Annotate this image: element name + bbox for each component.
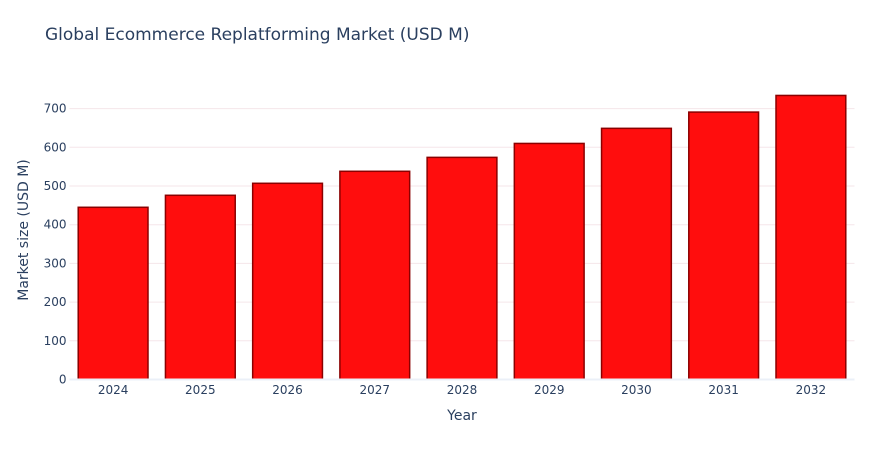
x-axis-label: Year [446, 408, 477, 424]
x-tick-label: 2026 [272, 383, 303, 397]
bar-2032[interactable] [775, 94, 847, 381]
y-tick-label: 400 [44, 218, 67, 232]
y-tick-label: 0 [59, 373, 67, 387]
bars [77, 94, 847, 381]
y-tick-label: 600 [44, 140, 67, 154]
bar-2027[interactable] [339, 170, 411, 381]
bar-2030[interactable] [600, 127, 673, 381]
x-tick-label: 2027 [360, 383, 391, 397]
x-tick-label: 2031 [708, 383, 739, 397]
bar-2026[interactable] [251, 182, 324, 381]
x-tick-label: 2028 [447, 383, 478, 397]
x-tick-label: 2032 [796, 383, 827, 397]
x-tick-label: 2029 [534, 383, 565, 397]
bar-2025[interactable] [164, 194, 236, 381]
x-tick-label: 2024 [98, 383, 129, 397]
bar-2024[interactable] [77, 206, 149, 381]
bar-2031[interactable] [688, 111, 760, 381]
x-tick-label: 2030 [621, 383, 652, 397]
bar-2029[interactable] [513, 142, 585, 381]
y-axis-label: Market size (USD M) [16, 159, 32, 301]
y-tick-label: 300 [44, 256, 67, 270]
x-tick-label: 2025 [185, 383, 216, 397]
y-tick-label: 700 [44, 102, 67, 116]
y-tick-labels: 0 100 200 300 400 500 600 700 [44, 102, 67, 387]
chart-title: Global Ecommerce Replatforming Market (U… [45, 25, 469, 45]
y-tick-label: 100 [44, 334, 67, 348]
x-tick-labels: 2024 2025 2026 2027 2028 2029 2030 2031 2032 [98, 383, 826, 397]
y-tick-label: 200 [44, 295, 67, 309]
y-tick-label: 500 [44, 179, 67, 193]
bar-2028[interactable] [426, 156, 498, 381]
